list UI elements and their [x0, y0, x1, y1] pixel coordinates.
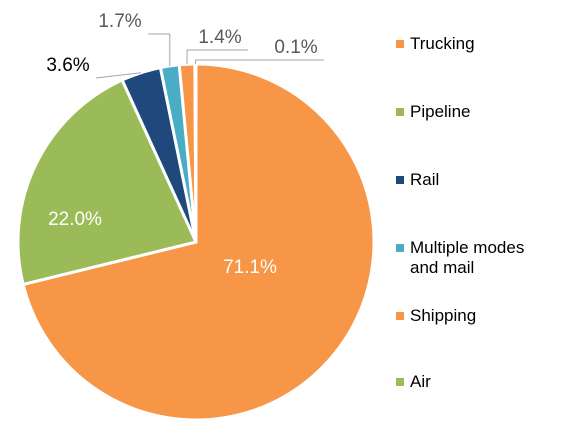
chart: 71.1% 22.0% 3.6% 1.7% 1.4% 0.1%: [16, 11, 376, 422]
legend-item: Pipeline: [396, 102, 550, 122]
leader-line: [148, 33, 171, 66]
legend-swatch: [396, 108, 404, 116]
legend-item: Shipping: [396, 306, 550, 326]
legend-item: Trucking: [396, 34, 550, 54]
legend-label: Trucking: [410, 34, 475, 53]
data-label: 22.0%: [48, 209, 102, 230]
legend-swatch: [396, 312, 404, 320]
data-label: 1.7%: [98, 11, 141, 32]
legend-swatch: [396, 244, 404, 252]
pie-slice: [21, 62, 376, 422]
data-label: 0.1%: [274, 37, 317, 58]
legend-label: Air: [410, 372, 431, 391]
data-label: 71.1%: [223, 257, 277, 278]
pie-slice: [193, 62, 198, 244]
leader-line: [186, 49, 248, 65]
legend-swatch: [396, 176, 404, 184]
data-label: 3.6%: [46, 55, 89, 76]
legend-item: Multiple modes and mail: [396, 238, 550, 278]
data-label: 1.4%: [198, 27, 241, 48]
legend-swatch: [396, 378, 404, 386]
legend-label: Multiple modes and mail: [410, 238, 525, 277]
legend-label: Pipeline: [410, 102, 471, 121]
leader-line: [95, 72, 141, 79]
leader-line: [194, 59, 324, 65]
legend-item: Air: [396, 372, 550, 392]
legend-label: Shipping: [410, 306, 477, 325]
legend: Trucking Pipeline Rail Multiple modes and m…: [396, 0, 564, 422]
legend-label: Rail: [410, 170, 440, 189]
legend-swatch: [396, 40, 404, 48]
legend-item: Rail: [396, 170, 550, 190]
pie-slice: [16, 78, 198, 286]
